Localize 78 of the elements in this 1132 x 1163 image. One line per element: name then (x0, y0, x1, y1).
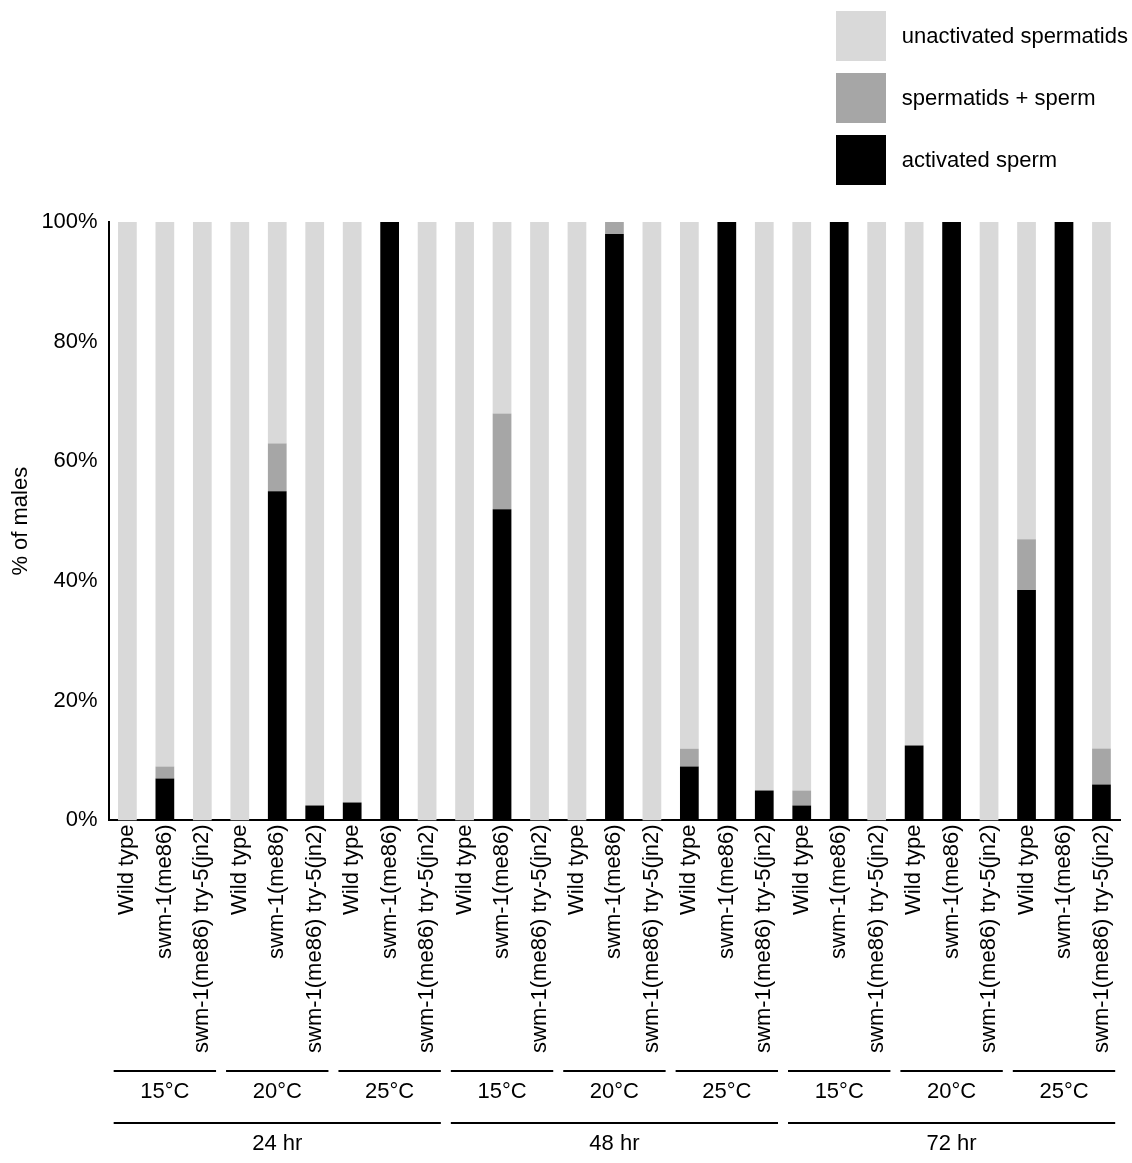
x-tick-label: Wild type (225, 824, 251, 915)
x-tick-label: swm-1(me86) try-5(jn2) (637, 824, 663, 1054)
x-tick-label: swm-1(me86) try-5(jn2) (862, 824, 888, 1054)
bar (342, 222, 362, 803)
bar (1017, 539, 1036, 591)
bar (155, 222, 175, 767)
x-tick-label: swm-1(me86) try-5(jn2) (188, 824, 214, 1054)
bar (267, 443, 287, 492)
bar (530, 222, 549, 821)
text: 20°C (589, 1078, 640, 1104)
legend-label: unactivated spermatids (901, 23, 1128, 49)
x-tick-label: swm-1(me86) (263, 824, 289, 959)
y-axis-title: % of males (7, 466, 33, 576)
text: 25°C (1039, 1078, 1089, 1104)
x-tick-label: Wild type (675, 824, 701, 915)
bar (792, 790, 812, 806)
x-tick-label: swm-1(me86) (150, 824, 176, 959)
text: 20°C (927, 1078, 977, 1104)
x-tick-label: Wild type (900, 824, 926, 915)
bar (605, 222, 624, 234)
bar (305, 222, 325, 806)
text: 72 hr (926, 1130, 977, 1156)
bar (1017, 222, 1036, 540)
bar (679, 222, 699, 749)
x-tick-label: swm-1(me86) (825, 824, 851, 959)
legend-label: activated sperm (901, 147, 1058, 173)
bar (192, 222, 212, 821)
text: 15°C (140, 1078, 190, 1104)
y-tick-label: 100% (41, 208, 98, 234)
bar (754, 222, 774, 791)
legend-label: spermatids + sperm (901, 85, 1096, 111)
text: 15°C (814, 1078, 864, 1104)
bar (792, 222, 812, 791)
y-tick-label: 80% (53, 327, 98, 353)
bar (1092, 222, 1111, 749)
x-tick-label: Wild type (338, 824, 364, 915)
bar (979, 222, 999, 821)
x-tick-label: Wild type (787, 824, 813, 915)
y-tick-label: 20% (53, 686, 98, 712)
bar (867, 222, 887, 821)
y-tick-label: 60% (53, 447, 98, 473)
text: 24 hr (252, 1130, 303, 1156)
bar (455, 222, 474, 821)
bar (492, 413, 512, 510)
x-tick-label: Wild type (113, 824, 139, 915)
bar (417, 222, 437, 821)
x-tick-label: Wild type (1012, 824, 1038, 915)
y-tick-label: 0% (65, 806, 98, 832)
x-tick-label: swm-1(me86) try-5(jn2) (1087, 824, 1113, 1054)
x-tick-label: swm-1(me86) try-5(jn2) (975, 824, 1001, 1054)
x-tick-label: swm-1(me86) try-5(jn2) (750, 824, 776, 1054)
bar (1092, 748, 1111, 785)
x-tick-label: swm-1(me86) (712, 824, 738, 959)
x-tick-label: swm-1(me86) try-5(jn2) (300, 824, 326, 1054)
x-tick-label: Wild type (563, 824, 589, 915)
text: 15°C (477, 1078, 527, 1104)
x-tick-label: swm-1(me86) (1050, 824, 1076, 959)
bar (118, 222, 137, 821)
text: 48 hr (589, 1130, 640, 1156)
bar (679, 748, 699, 767)
bar (230, 222, 250, 821)
x-tick-label: swm-1(me86) (488, 824, 514, 959)
bar (267, 222, 287, 444)
bar (155, 766, 175, 779)
text: 25°C (702, 1078, 752, 1104)
bar (567, 222, 587, 821)
x-tick-label: swm-1(me86) try-5(jn2) (525, 824, 551, 1054)
x-tick-label: swm-1(me86) (375, 824, 401, 959)
x-tick-label: swm-1(me86) try-5(jn2) (413, 824, 439, 1054)
text: 25°C (365, 1078, 415, 1104)
x-tick-label: swm-1(me86) (937, 824, 963, 959)
bar (904, 222, 924, 746)
bar (642, 222, 662, 821)
text: 20°C (252, 1078, 302, 1104)
x-tick-label: swm-1(me86) (600, 824, 626, 959)
x-tick-label: Wild type (450, 824, 476, 915)
y-tick-label: 40% (53, 567, 98, 593)
bar (492, 222, 512, 414)
